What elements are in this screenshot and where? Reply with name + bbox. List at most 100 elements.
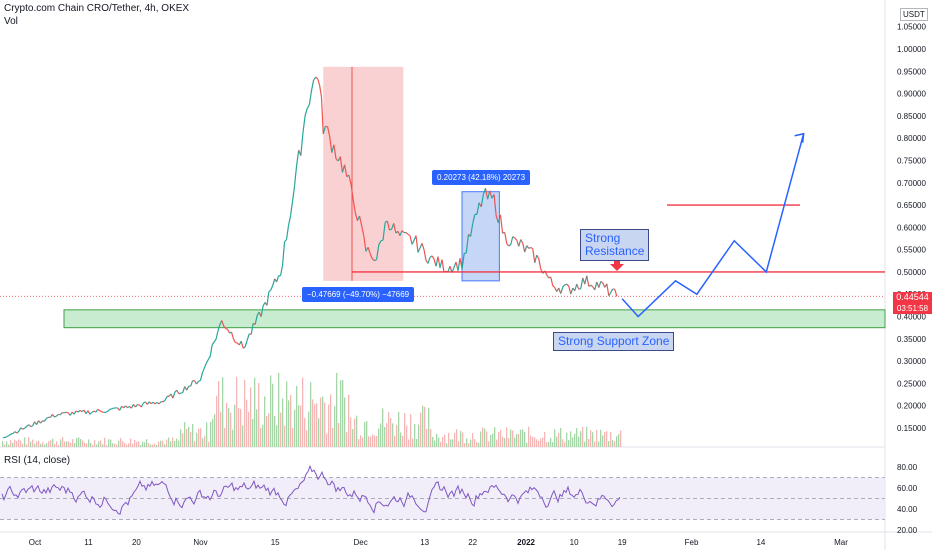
price-candle — [437, 256, 441, 268]
volume-bar — [20, 440, 22, 447]
volume-bar — [112, 443, 114, 447]
price-candle — [91, 410, 95, 413]
price-candle — [73, 410, 77, 415]
volume-bar — [600, 429, 602, 447]
volume-bar — [6, 441, 8, 447]
price-candle — [405, 232, 409, 235]
price-candle — [154, 402, 158, 405]
volume-bar — [412, 438, 414, 447]
volume-bar — [518, 433, 520, 447]
volume-bar — [344, 397, 346, 447]
price-candle — [111, 407, 114, 410]
price-candle — [87, 410, 91, 415]
projection-arrowhead — [794, 132, 805, 143]
volume-bar — [148, 442, 150, 447]
volume-bar — [68, 441, 70, 447]
volume-bar — [472, 433, 474, 447]
volume-bar — [300, 405, 302, 447]
volume-bar — [44, 444, 46, 447]
volume-bar — [420, 412, 422, 447]
price-candle — [14, 431, 18, 434]
volume-bar — [194, 441, 196, 447]
volume-bar — [598, 441, 600, 447]
currency-badge[interactable]: USDT — [900, 8, 928, 21]
price-candle — [178, 392, 182, 395]
volume-bar — [426, 428, 428, 447]
volume-bar — [318, 418, 320, 447]
volume-bar — [442, 437, 444, 447]
price-candle — [310, 79, 315, 91]
volume-bar — [444, 434, 446, 447]
price-candle — [304, 108, 308, 116]
price-candle — [272, 278, 276, 286]
volume-bar — [246, 399, 248, 447]
price-candle — [526, 245, 530, 249]
volume-bar — [480, 431, 482, 447]
price-candle — [24, 425, 28, 429]
strong-support-label[interactable]: Strong Support Zone — [553, 332, 675, 351]
volume-bar — [42, 442, 44, 447]
volume-bar — [388, 412, 390, 447]
y-tick-label: 1.00000 — [897, 45, 926, 54]
volume-bar — [252, 419, 254, 447]
price-candle — [172, 392, 176, 399]
y-tick-label: 0.50000 — [897, 268, 926, 277]
strong-resistance-label[interactable]: Strong Resistance — [580, 229, 650, 261]
volume-bar — [386, 423, 388, 447]
price-candle — [276, 275, 280, 283]
price-candle — [510, 236, 514, 245]
price-candle — [580, 277, 584, 289]
price-candle — [588, 284, 592, 287]
price-candle — [152, 401, 156, 405]
volume-bar — [488, 441, 490, 447]
price-candle — [522, 243, 526, 253]
price-candle — [564, 283, 567, 286]
price-candle — [407, 233, 411, 237]
rsi-axis: 80.00 60.00 40.00 20.00 — [897, 463, 918, 535]
volume-bar — [264, 396, 266, 447]
volume-bar — [380, 423, 382, 447]
volume-bar — [364, 422, 366, 447]
volume-bar — [566, 432, 568, 447]
price-candle — [350, 183, 354, 200]
price-candle — [235, 341, 238, 344]
volume-bar — [168, 437, 170, 447]
volume-bar — [244, 379, 246, 447]
volume-bar — [544, 431, 546, 447]
price-candle — [352, 199, 356, 213]
price-candle — [369, 253, 373, 260]
price-candle — [130, 404, 134, 409]
volume-bar — [126, 444, 128, 447]
volume-bar — [100, 440, 102, 447]
price-candle — [125, 405, 128, 409]
y-tick-label: 0.25000 — [897, 379, 926, 388]
volume-bar — [272, 383, 274, 447]
volume-bar — [40, 443, 42, 447]
volume-bar — [106, 444, 108, 447]
volume-bar — [400, 432, 402, 447]
volume-bar — [520, 429, 522, 447]
volume-bar — [608, 441, 610, 447]
price-candle — [499, 214, 504, 234]
price-candle — [512, 236, 516, 239]
x-axis: Oct 11 20 Nov 15 Dec 13 22 2022 10 19 Feb 14 Mar — [29, 538, 848, 547]
volume-bar — [558, 432, 560, 447]
price-candle — [524, 245, 528, 253]
volume-bar — [64, 441, 66, 447]
volume-bar — [72, 438, 74, 447]
volume-bar — [170, 441, 172, 447]
support-zone — [63, 309, 886, 329]
price-candle — [495, 215, 499, 223]
volume-bar — [398, 412, 400, 447]
volume-bar — [290, 395, 292, 447]
volume-bar — [166, 439, 168, 447]
volume-bar — [78, 437, 80, 447]
x-tick-label: 10 — [570, 538, 579, 547]
volume-bar — [432, 436, 434, 447]
x-tick-label: 15 — [271, 538, 280, 547]
volume-bar — [410, 414, 412, 447]
price-candle — [382, 222, 386, 241]
price-candle — [291, 185, 296, 202]
volume-bar — [202, 438, 204, 447]
